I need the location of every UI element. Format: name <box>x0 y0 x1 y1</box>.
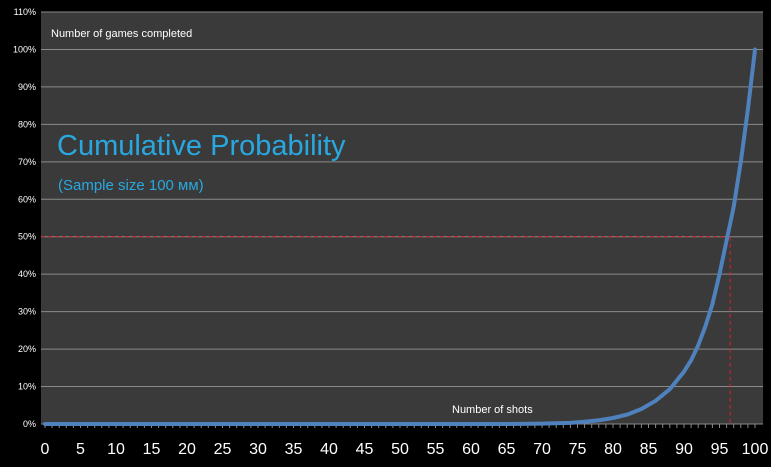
y-axis-label: Number of games completed <box>51 28 192 40</box>
plot-area <box>41 12 763 424</box>
y-axis-ticks: 0% 10% 20% 30% 40% 50% 60% 70% 80% 90% 100% 110% <box>13 7 36 429</box>
x-axis-ticks: 0 5 10 15 20 25 30 35 40 45 50 55 60 65 70 75 80 85 90 95 10… <box>41 441 769 458</box>
x-tick-label: 40 <box>320 441 338 458</box>
x-tick-label: 0 <box>41 441 50 458</box>
x-tick-label: 60 <box>462 441 480 458</box>
x-tick-label: 95 <box>711 441 729 458</box>
y-tick-label: 80% <box>18 119 36 129</box>
series-line <box>43 47 757 426</box>
x-tick-label: 45 <box>356 441 374 458</box>
y-tick-label: 20% <box>18 344 36 354</box>
x-tick-label: 25 <box>214 441 232 458</box>
x-tick-label: 35 <box>285 441 303 458</box>
y-tick-label: 110% <box>14 7 36 17</box>
reference-lines <box>41 236 731 424</box>
x-tick-label: 100 <box>742 441 769 458</box>
x-tick-label: 50 <box>391 441 409 458</box>
y-tick-label: 10% <box>18 382 36 392</box>
x-tick-label: 65 <box>498 441 516 458</box>
gridlines <box>41 11 763 425</box>
y-tick-label: 70% <box>18 157 36 167</box>
x-tick-label: 90 <box>675 441 693 458</box>
y-tick-label: 50% <box>18 232 36 242</box>
x-tick-label: 20 <box>178 441 196 458</box>
x-tick-label: 15 <box>143 441 161 458</box>
x-tick-label: 70 <box>533 441 551 458</box>
x-tick-label: 5 <box>76 441 85 458</box>
y-tick-label: 60% <box>18 194 36 204</box>
x-tick-label: 85 <box>640 441 658 458</box>
y-tick-label: 100% <box>13 44 36 54</box>
y-tick-label: 40% <box>18 269 36 279</box>
x-tick-label: 75 <box>569 441 587 458</box>
y-tick-label: 30% <box>18 307 36 317</box>
x-tick-label: 10 <box>107 441 125 458</box>
x-tick-label: 55 <box>427 441 445 458</box>
y-tick-label: 90% <box>18 82 36 92</box>
x-tick-label: 80 <box>604 441 622 458</box>
x-axis-label: Number of shots <box>452 404 533 416</box>
chart-title: Cumulative Probability <box>57 130 346 162</box>
x-tick-label: 30 <box>249 441 267 458</box>
chart-subtitle: (Sample size 100 мм) <box>58 177 204 194</box>
y-tick-label: 0% <box>23 419 36 429</box>
